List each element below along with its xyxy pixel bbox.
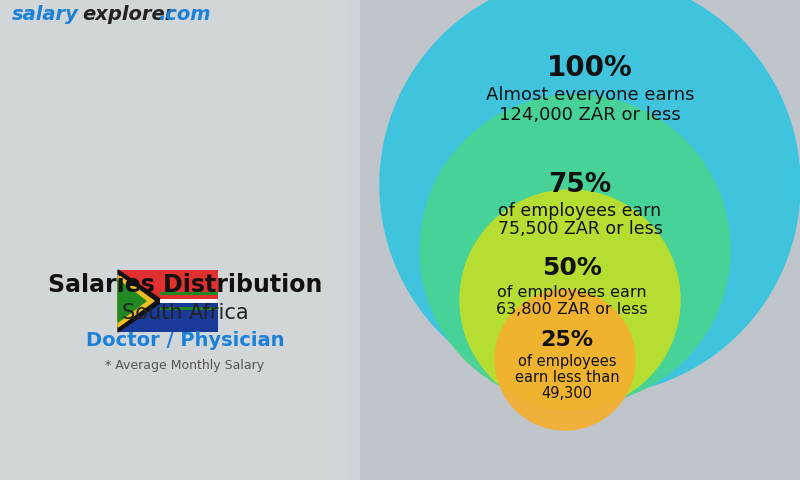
Text: of employees earn: of employees earn bbox=[498, 202, 662, 220]
Bar bbox=[0, 0, 360, 480]
Circle shape bbox=[460, 190, 680, 410]
Polygon shape bbox=[118, 280, 146, 322]
Text: Salaries Distribution: Salaries Distribution bbox=[48, 273, 322, 297]
Text: 63,800 ZAR or less: 63,800 ZAR or less bbox=[496, 302, 648, 317]
Text: explorer: explorer bbox=[82, 5, 174, 24]
Text: 25%: 25% bbox=[541, 330, 594, 350]
Text: earn less than: earn less than bbox=[514, 370, 619, 385]
Text: South Africa: South Africa bbox=[122, 303, 248, 323]
Text: 75,500 ZAR or less: 75,500 ZAR or less bbox=[498, 220, 662, 239]
Text: 49,300: 49,300 bbox=[542, 385, 593, 401]
Text: Almost everyone earns: Almost everyone earns bbox=[486, 86, 694, 104]
Circle shape bbox=[420, 95, 730, 405]
Bar bbox=[160, 299, 218, 303]
Bar bbox=[160, 292, 218, 295]
Text: 50%: 50% bbox=[542, 256, 602, 280]
Circle shape bbox=[380, 0, 800, 395]
Text: Doctor / Physician: Doctor / Physician bbox=[86, 331, 284, 349]
Text: salary: salary bbox=[12, 5, 79, 24]
Text: 124,000 ZAR or less: 124,000 ZAR or less bbox=[499, 106, 681, 123]
Text: .com: .com bbox=[158, 5, 210, 24]
Polygon shape bbox=[118, 270, 163, 332]
Text: of employees: of employees bbox=[518, 354, 616, 369]
Bar bbox=[118, 301, 218, 332]
Text: 100%: 100% bbox=[547, 54, 633, 82]
Text: * Average Monthly Salary: * Average Monthly Salary bbox=[106, 359, 265, 372]
Text: of employees earn: of employees earn bbox=[497, 285, 647, 300]
Text: 75%: 75% bbox=[548, 172, 612, 198]
Bar bbox=[118, 270, 218, 301]
Polygon shape bbox=[118, 275, 154, 327]
Circle shape bbox=[495, 290, 635, 430]
Bar bbox=[160, 307, 218, 310]
Bar bbox=[350, 0, 800, 480]
